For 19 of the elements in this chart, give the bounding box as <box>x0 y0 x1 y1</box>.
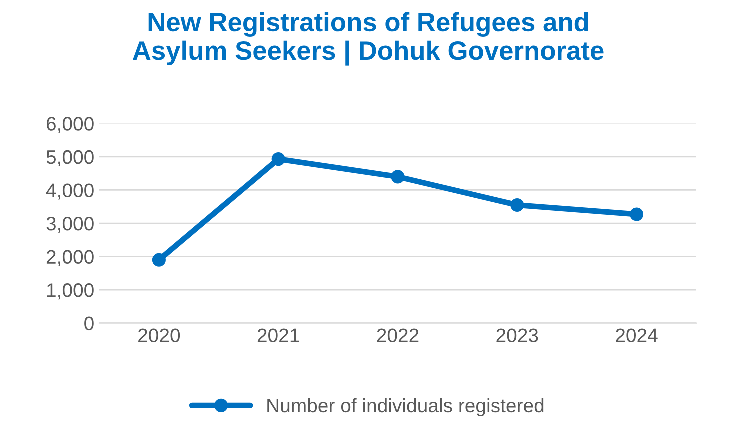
point <box>510 198 524 212</box>
point <box>391 170 405 184</box>
y-tick-label: 6,000 <box>46 117 94 134</box>
y-tick-label: 1,000 <box>47 284 94 300</box>
x-tick-label: 2024 <box>616 328 658 342</box>
y-tick-label: 0 <box>84 316 94 331</box>
y-tick-label: 2,000 <box>46 250 94 266</box>
chart-title: New Registrations of Refugees and Asylum Seekers | Dohuk Governorate <box>133 12 604 66</box>
y-tick-label: 4,000 <box>46 184 94 200</box>
x-tick-label: 2022 <box>377 328 419 342</box>
point <box>272 152 286 166</box>
point <box>152 253 166 267</box>
y-tick-label: 3,000 <box>46 216 94 234</box>
x-tick-label: 2021 <box>258 328 300 342</box>
x-tick-label: 2023 <box>496 328 538 342</box>
legend-label: Number of individuals registered <box>268 398 544 416</box>
point <box>630 208 644 222</box>
y-tick-label: 5,000 <box>46 150 94 166</box>
x-tick-label: 2020 <box>138 328 180 342</box>
